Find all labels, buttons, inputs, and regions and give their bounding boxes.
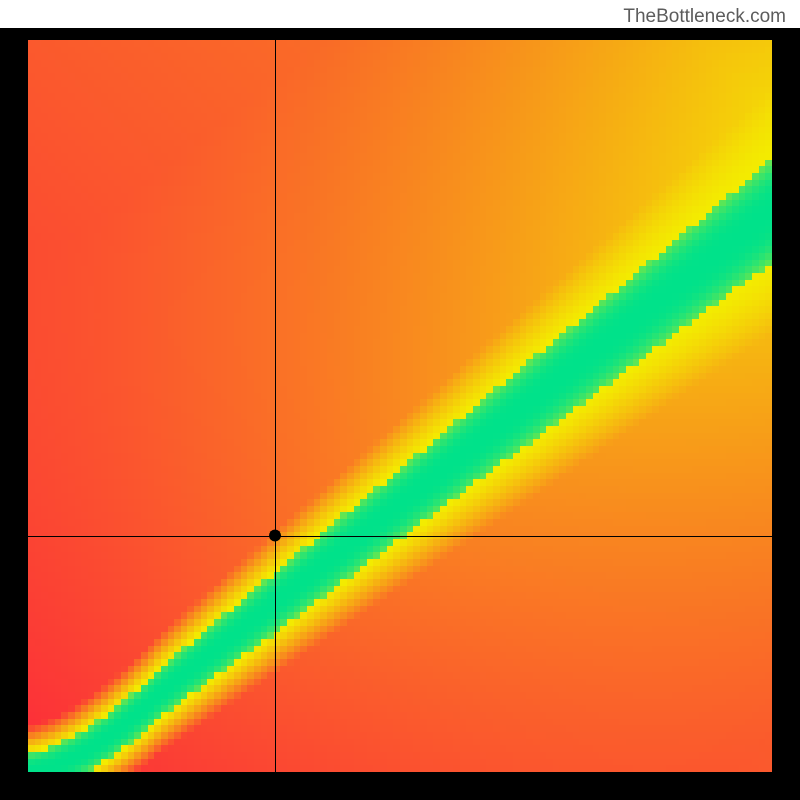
attribution-text: TheBottleneck.com: [623, 6, 786, 28]
plot-frame: [0, 28, 800, 800]
chart-container: TheBottleneck.com: [0, 0, 800, 800]
heatmap-canvas: [28, 40, 772, 772]
plot-area: [28, 40, 772, 772]
